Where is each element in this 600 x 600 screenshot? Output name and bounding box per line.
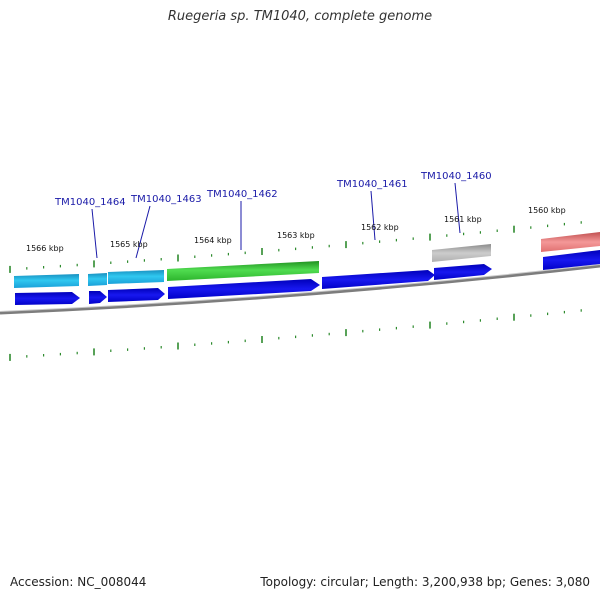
feature-gray[interactable] bbox=[432, 244, 491, 262]
inner-tick-ring bbox=[9, 309, 582, 361]
gene-label-1461[interactable]: TM1040_1461 bbox=[336, 179, 408, 190]
cds-arrow-1[interactable] bbox=[15, 292, 80, 305]
callout-line-1461 bbox=[370, 190, 376, 241]
genome-backbone bbox=[0, 264, 600, 315]
feature-light-blue-2[interactable] bbox=[88, 273, 107, 286]
callout-line-1464 bbox=[91, 208, 98, 259]
map-title: Ruegeria sp. TM1040, complete genome bbox=[167, 9, 433, 24]
gene-label-1464[interactable]: TM1040_1464 bbox=[54, 197, 126, 208]
feature-light-blue-3[interactable] bbox=[108, 270, 164, 284]
gene-label-1463[interactable]: TM1040_1463 bbox=[130, 194, 202, 205]
kbp-label-1565: 1565 kbp bbox=[110, 240, 148, 249]
kbp-label-1562: 1562 kbp bbox=[361, 223, 399, 232]
cds-arrow-4[interactable] bbox=[168, 279, 320, 299]
callout-line-1460 bbox=[454, 182, 461, 234]
kbp-label-1563: 1563 kbp bbox=[277, 231, 315, 240]
cds-arrow-5[interactable] bbox=[322, 270, 435, 289]
callout-line-1463 bbox=[135, 205, 151, 259]
genome-backbone-highlight bbox=[0, 264, 600, 312]
cds-arrow-6[interactable] bbox=[434, 264, 492, 280]
feature-green[interactable] bbox=[167, 261, 319, 281]
outer-tick-ring bbox=[9, 221, 582, 273]
kbp-label-1566: 1566 kbp bbox=[26, 244, 64, 253]
kbp-label-1560: 1560 kbp bbox=[528, 206, 566, 215]
feature-pink[interactable] bbox=[541, 232, 600, 252]
cds-arrow-3[interactable] bbox=[108, 288, 165, 302]
kbp-label-1564: 1564 kbp bbox=[194, 236, 232, 245]
cds-arrow-7[interactable] bbox=[543, 250, 600, 270]
gene-label-1460[interactable]: TM1040_1460 bbox=[420, 171, 492, 182]
accession-label: Accession: NC_008044 bbox=[10, 575, 147, 589]
kbp-label-1561: 1561 kbp bbox=[444, 215, 482, 224]
cds-arrow-2[interactable] bbox=[89, 291, 107, 304]
genome-summary: Topology: circular; Length: 3,200,938 bp… bbox=[260, 575, 590, 589]
feature-light-blue-1[interactable] bbox=[14, 274, 79, 288]
gene-label-1462[interactable]: TM1040_1462 bbox=[206, 189, 278, 200]
